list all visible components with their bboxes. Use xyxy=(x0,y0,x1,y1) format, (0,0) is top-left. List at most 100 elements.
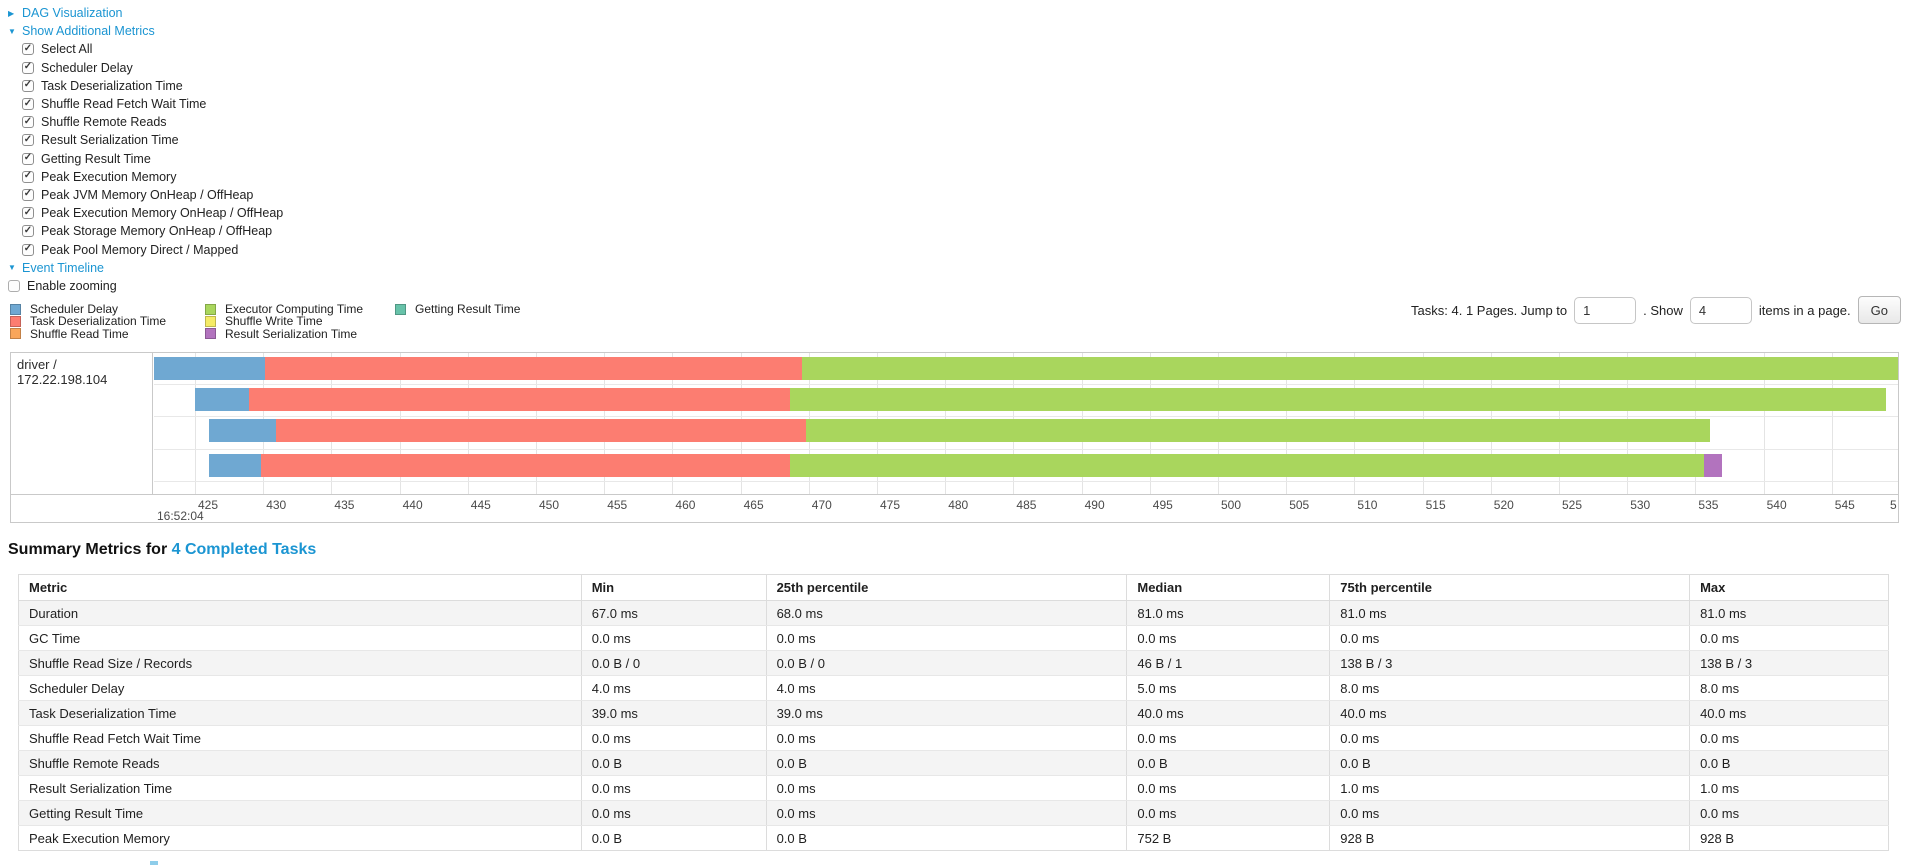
task-bar-segment-scheduler_delay[interactable] xyxy=(154,357,265,380)
table-cell: 0.0 ms xyxy=(1689,625,1889,651)
task-bar-segment-scheduler_delay[interactable] xyxy=(208,454,261,477)
task-bar-segment-scheduler_delay[interactable] xyxy=(208,419,276,442)
task-bar-segment-task_deserialization[interactable] xyxy=(275,419,806,442)
task-bar-segment-executor_computing[interactable] xyxy=(805,419,1711,442)
table-cell: 0.0 B xyxy=(1126,750,1331,776)
metric-checkbox-label: Peak Execution Memory xyxy=(41,169,177,184)
legend-item: Shuffle Write Time xyxy=(205,314,395,328)
legend-label: Getting Result Time xyxy=(415,302,521,317)
metric-checkbox[interactable] xyxy=(22,79,34,92)
metric-checkbox[interactable] xyxy=(22,134,34,147)
go-button[interactable]: Go xyxy=(1857,296,1901,324)
metric-checkbox-row: Shuffle Read Fetch Wait Time xyxy=(8,95,283,113)
table-cell: 5.0 ms xyxy=(1126,675,1331,701)
table-cell: 0.0 B xyxy=(1689,750,1889,776)
metric-checkbox[interactable] xyxy=(22,188,34,201)
task-bar-segment-executor_computing[interactable] xyxy=(789,388,1886,411)
table-cell: 752 B xyxy=(1126,825,1331,851)
metric-checkbox-list: Select All Scheduler Delay Task Deserializ… xyxy=(8,40,283,258)
table-cell: 138 B / 3 xyxy=(1329,650,1691,676)
task-bar-segment-result_serialization[interactable] xyxy=(1704,454,1723,477)
metric-checkbox[interactable] xyxy=(22,116,34,129)
table-cell: 40.0 ms xyxy=(1689,700,1889,726)
table-cell: 8.0 ms xyxy=(1689,675,1889,701)
timeline-legend: Scheduler Delay Task Deserialization Time… xyxy=(10,302,521,341)
table-cell: 0.0 ms xyxy=(580,775,767,801)
task-bar-segment-task_deserialization[interactable] xyxy=(264,357,802,380)
items-per-page-input[interactable] xyxy=(1689,296,1752,324)
table-cell: 68.0 ms xyxy=(765,600,1128,626)
task-bar-segment-task_deserialization[interactable] xyxy=(260,454,790,477)
jump-to-page-input[interactable] xyxy=(1574,296,1637,324)
dag-visualization-toggle[interactable]: ▶ DAG Visualization xyxy=(8,4,283,22)
expanded-triangle-icon: ▼ xyxy=(8,263,16,273)
metric-checkbox[interactable] xyxy=(22,170,34,183)
enable-zooming-checkbox[interactable] xyxy=(8,279,20,292)
table-cell: 1.0 ms xyxy=(1329,775,1691,801)
axis-tick-label: 445 xyxy=(470,498,491,512)
legend-label: Result Serialization Time xyxy=(225,326,358,341)
metric-checkbox-label: Peak JVM Memory OnHeap / OffHeap xyxy=(41,187,254,202)
show-additional-metrics-toggle[interactable]: ▼ Show Additional Metrics xyxy=(8,22,283,40)
completed-tasks-link[interactable]: 4 Completed Tasks xyxy=(171,541,317,558)
legend-item: Result Serialization Time xyxy=(205,326,395,341)
stage-toggles: ▶ DAG Visualization ▼ Show Additional Me… xyxy=(8,4,283,295)
legend-item: Executor Computing Time xyxy=(205,302,395,316)
column-header-metric: Metric xyxy=(18,574,582,601)
table-cell: 0.0 B xyxy=(580,750,767,776)
table-cell: Duration xyxy=(18,600,582,626)
show-text: . Show xyxy=(1643,302,1683,318)
timeline-gridline xyxy=(1763,353,1765,494)
table-row: Peak Execution Memory 0.0 B 0.0 B 752 B 928 … xyxy=(18,825,1889,851)
axis-tick-label: 540 xyxy=(1766,498,1787,512)
legend-column: Executor Computing Time Shuffle Write Tim… xyxy=(205,302,395,341)
task-bar-segment-executor_computing[interactable] xyxy=(801,357,1898,380)
table-row: Scheduler Delay 4.0 ms 4.0 ms 5.0 ms 8.0 ms 8… xyxy=(18,675,1889,701)
metric-checkbox[interactable] xyxy=(22,225,34,238)
task-bar-segment-scheduler_delay[interactable] xyxy=(194,388,249,411)
metric-checkbox[interactable] xyxy=(22,43,34,56)
task-bar-segment-executor_computing[interactable] xyxy=(789,454,1705,477)
metric-checkbox[interactable] xyxy=(22,152,34,165)
metric-checkbox[interactable] xyxy=(22,243,34,256)
lane-separator xyxy=(154,449,1898,450)
table-cell: 4.0 ms xyxy=(580,675,767,701)
axis-tick-label: 5 xyxy=(1890,498,1897,512)
table-cell: 0.0 ms xyxy=(1329,800,1691,826)
task-bar-segment-task_deserialization[interactable] xyxy=(248,388,790,411)
metric-checkbox-row: Task Deserialization Time xyxy=(8,77,283,95)
timeline-gridline xyxy=(1831,353,1833,494)
axis-tick-label: 485 xyxy=(1016,498,1037,512)
axis-major-time-label: 16:52:04 xyxy=(157,509,204,522)
table-cell: 0.0 ms xyxy=(1689,800,1889,826)
axis-tick-label: 495 xyxy=(1152,498,1173,512)
axis-tick-label: 545 xyxy=(1834,498,1855,512)
axis-tick-label: 425 xyxy=(198,498,219,512)
event-timeline-toggle[interactable]: ▼ Event Timeline xyxy=(8,259,283,277)
metric-checkbox-row: Result Serialization Time xyxy=(8,131,283,149)
table-header-row: Metric Min 25th percentile Median 75th p… xyxy=(18,574,1889,601)
table-row: GC Time 0.0 ms 0.0 ms 0.0 ms 0.0 ms 0.0 ms xyxy=(18,625,1889,651)
table-cell: 0.0 ms xyxy=(1126,800,1331,826)
table-cell: 0.0 ms xyxy=(1689,725,1889,751)
axis-tick-label: 530 xyxy=(1630,498,1651,512)
metric-checkbox[interactable] xyxy=(22,98,34,111)
axis-tick-label: 475 xyxy=(880,498,901,512)
axis-tick-label: 430 xyxy=(266,498,287,512)
cutoff-element xyxy=(150,861,158,865)
table-cell: 40.0 ms xyxy=(1126,700,1331,726)
metric-checkbox-row: Getting Result Time xyxy=(8,150,283,168)
table-cell: 0.0 B xyxy=(580,825,767,851)
table-row: Duration 67.0 ms 68.0 ms 81.0 ms 81.0 ms 81.0… xyxy=(18,600,1889,626)
metric-checkbox[interactable] xyxy=(22,61,34,74)
legend-item: Getting Result Time xyxy=(395,302,521,317)
table-cell: Task Deserialization Time xyxy=(18,700,582,726)
axis-tick-label: 465 xyxy=(743,498,764,512)
metric-checkbox-row: Shuffle Remote Reads xyxy=(8,113,283,131)
axis-tick-label: 500 xyxy=(1221,498,1242,512)
legend-swatch xyxy=(10,315,21,327)
event-timeline-chart: driver / 172.22.198.104 16:52:04 425 430 4… xyxy=(10,352,1899,523)
timeline-group-label: driver / 172.22.198.104 xyxy=(11,353,153,494)
table-cell: 0.0 ms xyxy=(580,725,767,751)
metric-checkbox[interactable] xyxy=(22,207,34,220)
